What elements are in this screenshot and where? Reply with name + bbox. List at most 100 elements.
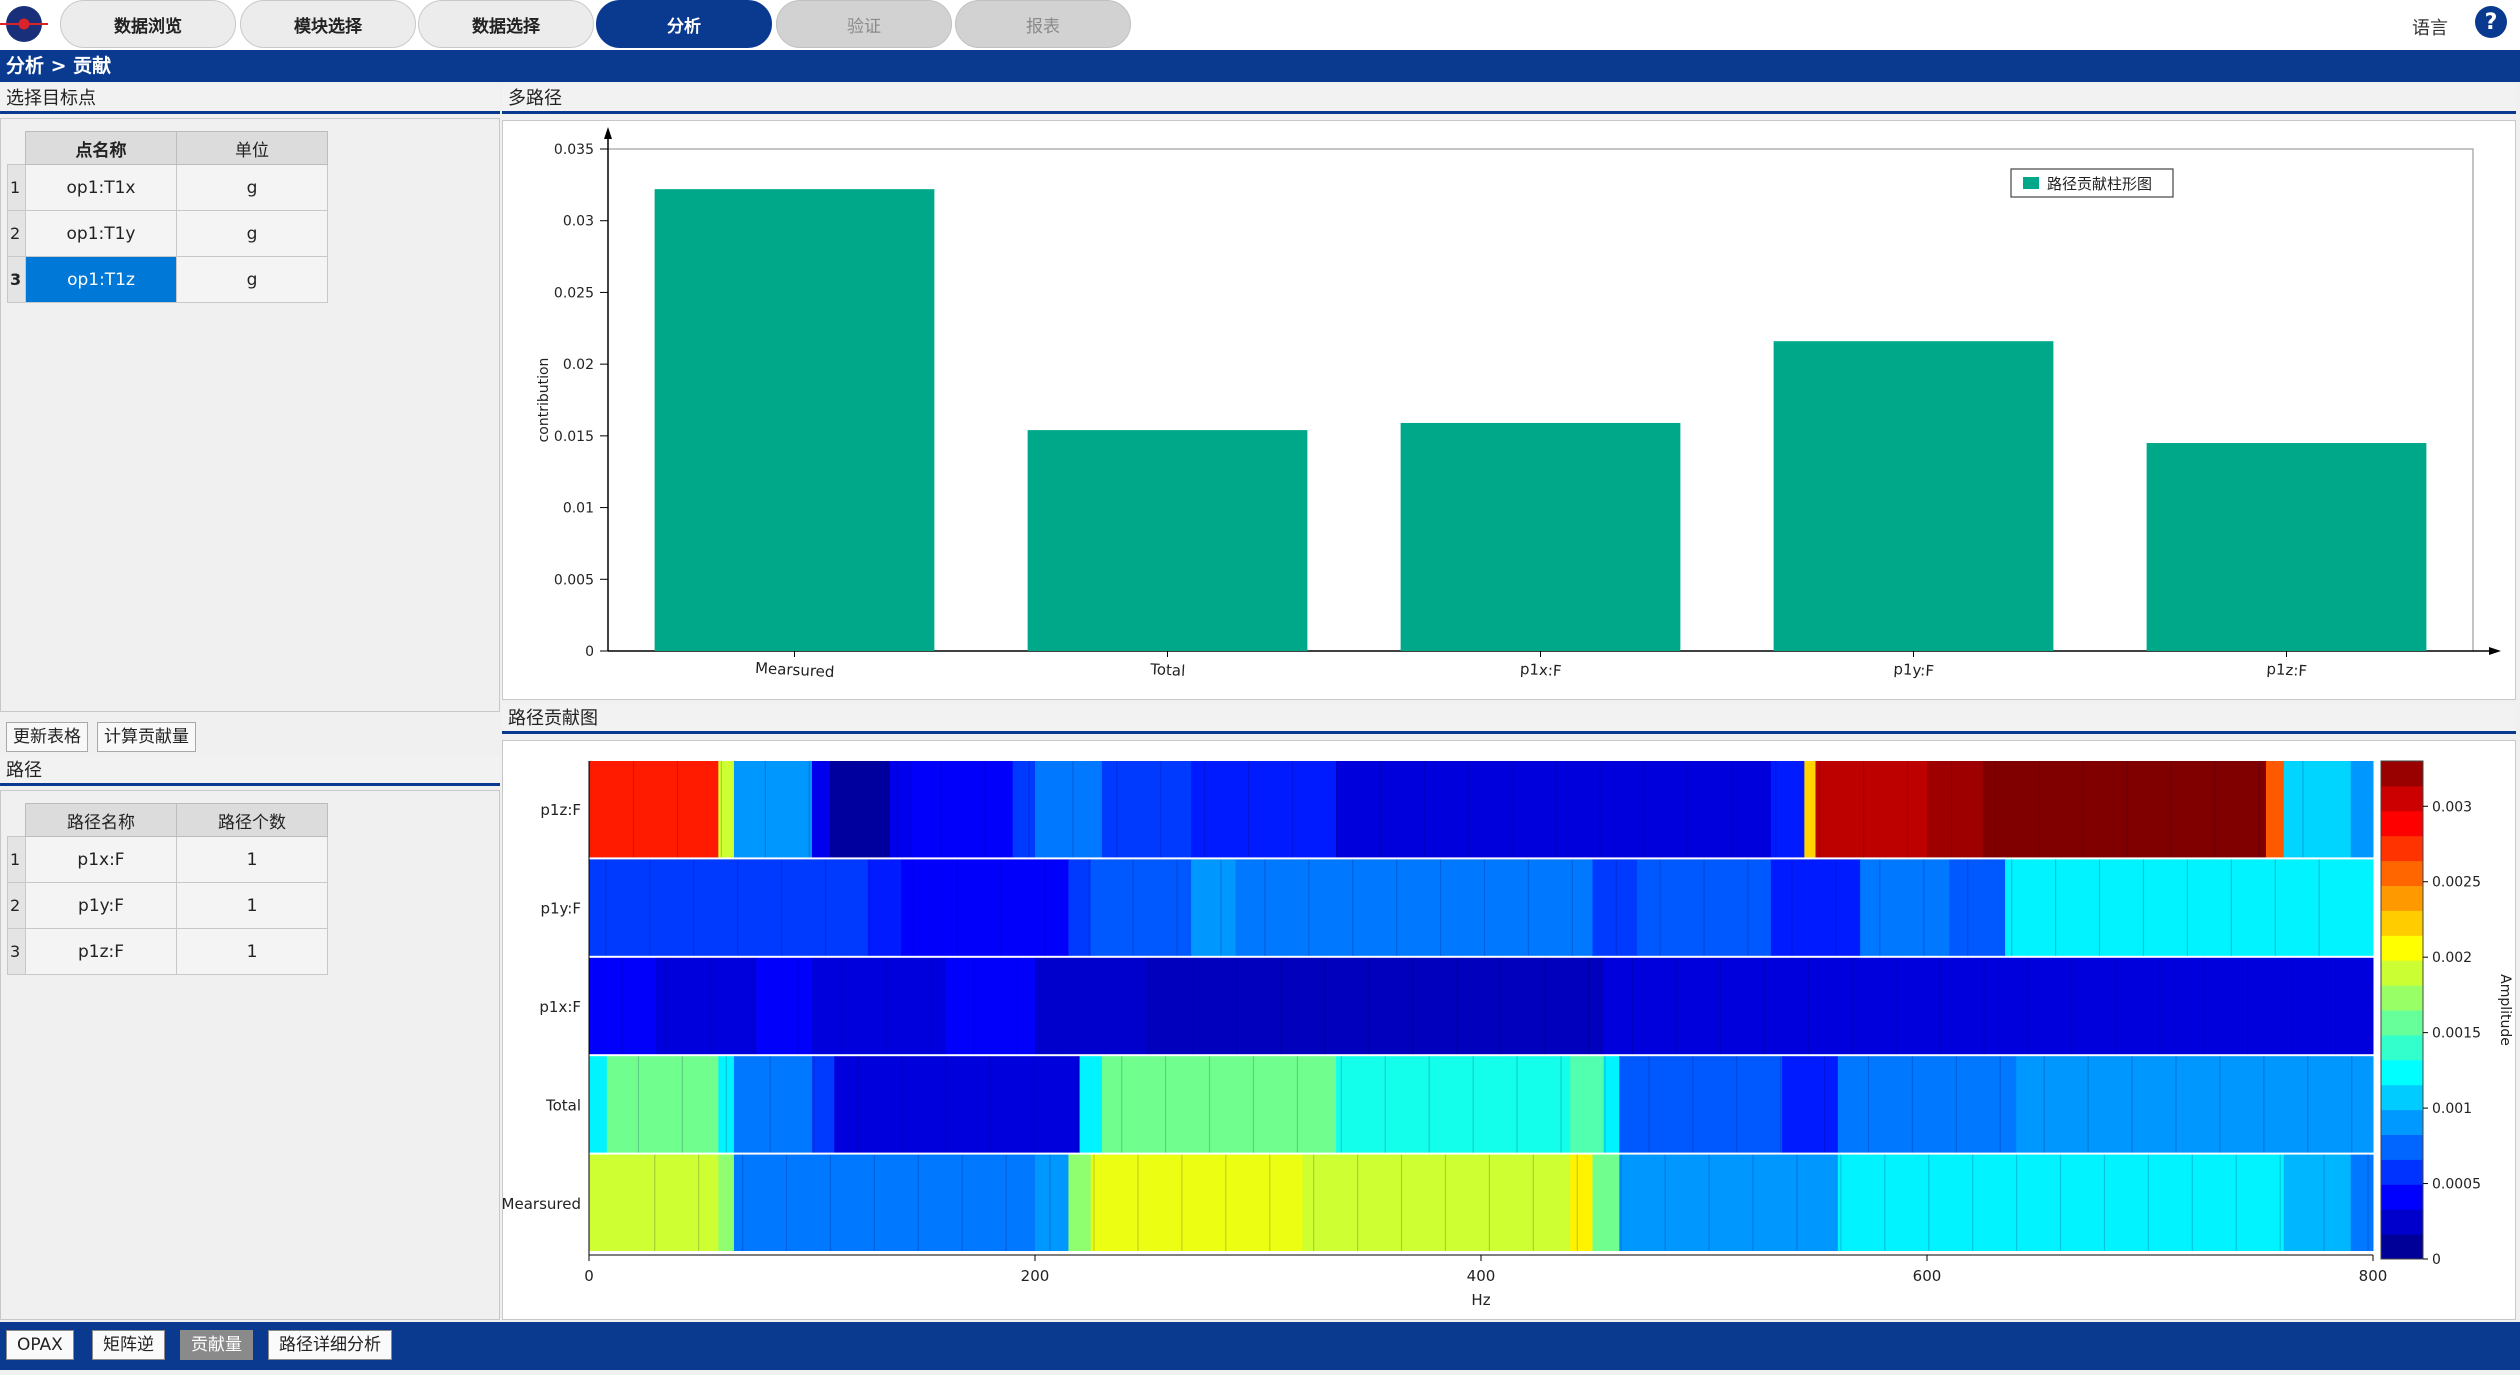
heatmap-stripe: [1192, 957, 1194, 1055]
language-menu[interactable]: 语言: [2412, 18, 2448, 39]
heatmap-stripe: [1851, 957, 1853, 1055]
y-tick-label: 0.015: [554, 429, 594, 445]
heatmap-stripe: [709, 957, 711, 1055]
y-axis-arrow: [604, 127, 612, 139]
heatmap-stripe: [1747, 859, 1749, 956]
heatmap-cell: [589, 859, 869, 956]
row-index: 3: [7, 256, 26, 303]
heatmap-stripe: [2274, 859, 2276, 956]
heatmap-stripe: [2131, 1056, 2133, 1153]
tab-verify[interactable]: 验证: [776, 0, 952, 48]
bottom-tab-opax[interactable]: OPAX: [6, 1330, 74, 1360]
y-tick-label: 0.005: [554, 572, 594, 588]
heatmap-stripe: [1324, 957, 1326, 1055]
help-icon[interactable]: ?: [2475, 6, 2507, 38]
column-header-point-name[interactable]: 点名称: [25, 131, 177, 165]
heatmap-stripe: [693, 859, 695, 956]
colorbar-swatch: [2381, 935, 2423, 961]
unit-cell[interactable]: g: [176, 210, 328, 257]
path-name-cell[interactable]: p1x:F: [25, 836, 177, 883]
path-name-cell[interactable]: p1z:F: [25, 928, 177, 975]
y-tick-label: p1y:F: [540, 900, 581, 918]
heatmap-stripe: [1396, 859, 1398, 956]
multi-path-panel-title: 多路径: [502, 84, 2516, 114]
heatmap-cell: [733, 1056, 813, 1153]
heatmap-stripe: [2103, 1154, 2106, 1251]
refresh-table-button[interactable]: 更新表格: [6, 722, 88, 752]
point-name-cell[interactable]: op1:T1z: [25, 256, 177, 303]
x-tick-label: p1z:F: [2266, 660, 2308, 680]
heatmap-stripe: [1731, 761, 1733, 858]
colorbar-swatch: [2381, 1059, 2423, 1086]
heatmap-stripe: [868, 859, 871, 956]
heatmap-stripe: [1675, 957, 1678, 1055]
heatmap-stripe: [2015, 1154, 2018, 1251]
tab-module-select[interactable]: 模块选择: [240, 0, 416, 48]
heatmap-stripe: [1955, 1056, 1957, 1153]
heatmap-stripe: [1939, 957, 1941, 1055]
table-row[interactable]: 1 op1:T1x g: [7, 164, 328, 211]
path-count-cell[interactable]: 1: [176, 836, 328, 883]
heatmap-stripe: [1983, 957, 1985, 1055]
tab-report[interactable]: 报表: [955, 0, 1131, 48]
column-header-path-count[interactable]: 路径个数: [176, 803, 328, 837]
heatmap-stripe: [2230, 859, 2232, 956]
heatmap-stripe: [1208, 1056, 1211, 1153]
heatmap-cell: [1770, 761, 1805, 858]
column-header-unit[interactable]: 单位: [176, 131, 328, 165]
heatmap-cell: [1637, 859, 1772, 956]
heatmap-chart[interactable]: p1z:F p1y:F p1x:F Total Mearsured 0 200 400 600 8…: [502, 741, 2515, 1319]
bottom-tab-path-detail[interactable]: 路径详细分析: [268, 1330, 392, 1360]
unit-cell[interactable]: g: [176, 164, 328, 211]
heatmap-cell: [1570, 1154, 1593, 1251]
heatmap-stripe: [896, 761, 898, 858]
heatmap-cell: [1012, 761, 1036, 858]
heatmap-stripe: [2203, 957, 2205, 1055]
bar-chart[interactable]: 0 0.005 0.01 0.015 0.02 0.025 0.03 0.035 contrib…: [503, 121, 2515, 699]
table-row[interactable]: 2 p1y:F 1: [7, 882, 328, 929]
heatmap-stripe: [1719, 957, 1722, 1055]
heatmap-stripe: [1823, 1056, 1826, 1153]
heatmap-cell: [2049, 1056, 2184, 1153]
heatmap-cell: [2283, 761, 2352, 858]
heatmap-stripe: [2038, 761, 2040, 858]
heatmap-stripe: [961, 1154, 963, 1251]
heatmap-cell: [1068, 1154, 1092, 1251]
heatmap-cell: [2350, 761, 2374, 858]
table-row[interactable]: 3 p1z:F 1: [7, 928, 328, 975]
legend-swatch: [2023, 177, 2039, 189]
heatmap-stripe: [1016, 957, 1019, 1055]
colorbar-swatch: [2381, 835, 2423, 862]
table-row[interactable]: 1 p1x:F 1: [7, 836, 328, 883]
x-tick-label: p1x:F: [1520, 660, 1563, 680]
tab-data-browse[interactable]: 数据浏览: [60, 0, 236, 48]
heatmap-stripe: [1884, 1154, 1886, 1251]
bottom-tab-contribution[interactable]: 贡献量: [180, 1330, 253, 1360]
path-name-cell[interactable]: p1y:F: [25, 882, 177, 929]
heatmap-stripe: [1708, 1154, 1710, 1251]
heatmap-cell: [1837, 1056, 2017, 1153]
column-header-path-name[interactable]: 路径名称: [25, 803, 177, 837]
point-name-cell[interactable]: op1:T1x: [25, 164, 177, 211]
heatmap-stripe: [829, 1154, 832, 1251]
tab-analysis[interactable]: 分析: [596, 0, 772, 48]
bottom-tab-matrix-inverse[interactable]: 矩阵逆: [92, 1330, 165, 1360]
heatmap-stripe: [1368, 957, 1370, 1055]
heatmap-cell: [589, 957, 657, 1055]
path-count-cell[interactable]: 1: [176, 928, 328, 975]
heatmap-cell: [1068, 859, 1092, 956]
heatmap-cell: [1336, 761, 1482, 858]
heatmap-stripe: [2115, 957, 2117, 1055]
path-count-cell[interactable]: 1: [176, 882, 328, 929]
table-row-selected[interactable]: 3 op1:T1z g: [7, 256, 328, 303]
heatmap-stripe: [2334, 957, 2337, 1055]
tab-data-select[interactable]: 数据选择: [418, 0, 594, 48]
table-row[interactable]: 2 op1:T1y g: [7, 210, 328, 257]
heatmap-stripe: [1555, 761, 1557, 858]
colorbar-tick-label: 0.0005: [2432, 1177, 2481, 1193]
compute-contribution-button[interactable]: 计算贡献量: [97, 722, 196, 752]
point-name-cell[interactable]: op1:T1y: [25, 210, 177, 257]
bottom-tab-bar: [0, 1322, 2520, 1370]
heatmap-stripe: [1044, 859, 1046, 956]
unit-cell[interactable]: g: [176, 256, 328, 303]
